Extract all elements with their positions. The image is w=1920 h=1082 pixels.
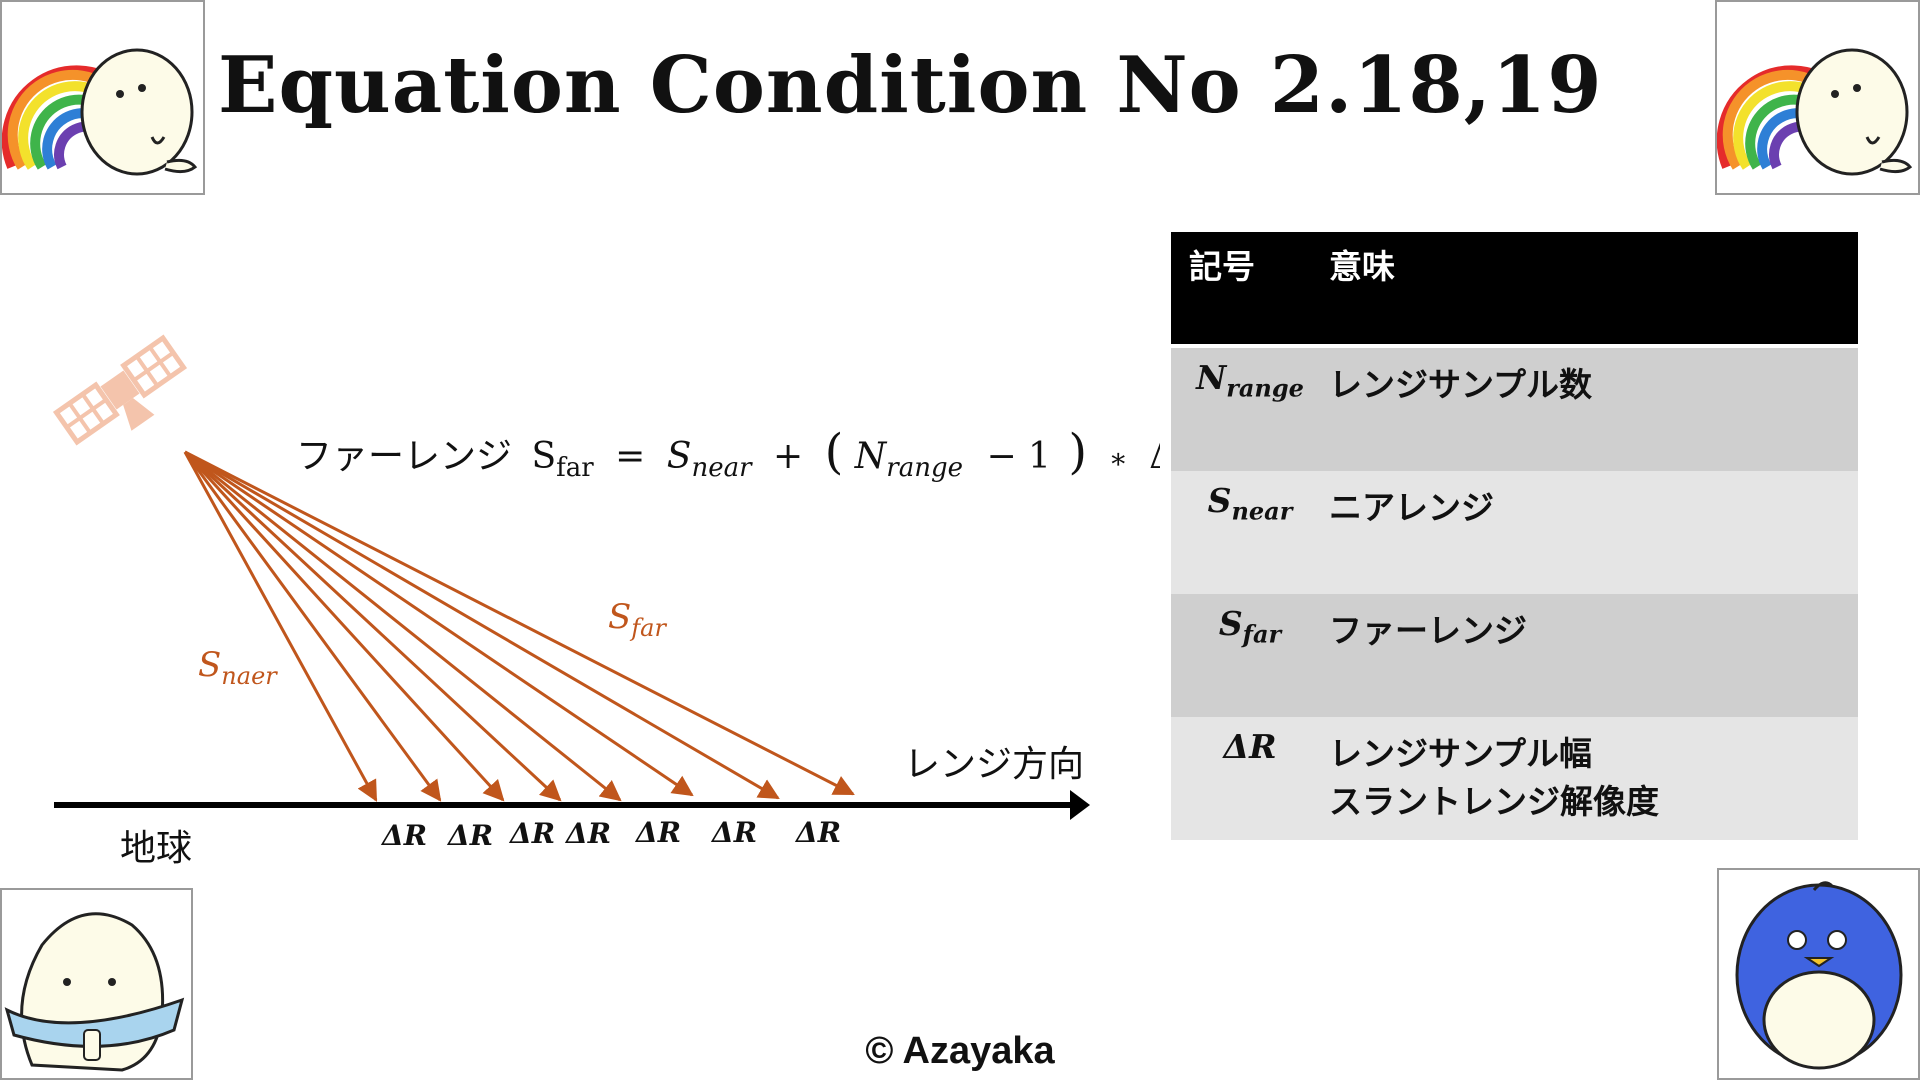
- seal-rainbow-mascot-icon: [1, 48, 198, 176]
- beam-line: [183, 450, 505, 802]
- seal-collar-mascot-icon: [4, 912, 185, 1072]
- page-title: Equation Condition No 2.18,19: [218, 40, 1603, 131]
- seal-rainbow-mascot-icon: [1716, 48, 1913, 176]
- symbol-table: 記号 意味 Nrange レンジサンプル数 Snear ニアレンジ Sfar フ…: [1171, 232, 1858, 840]
- delta-r-label: ΔR: [446, 819, 493, 852]
- delta-r-label: ΔR: [710, 816, 757, 849]
- table-symbol-cell: Nrange: [1196, 358, 1304, 403]
- satellite-icon: [52, 334, 188, 446]
- beam-line: [184, 450, 622, 802]
- beam-line: [183, 450, 562, 802]
- table-meaning-cell: ファーレンジ: [1329, 611, 1527, 650]
- range-diagram: ファーレンジ Sfar = Snear + ( Nrange − 1 ) ∗ Δ…: [52, 334, 1160, 869]
- table-row: Sfar ファーレンジ: [1171, 594, 1858, 717]
- table-symbol-cell: Snear: [1207, 481, 1293, 526]
- table-header-meaning: 意味: [1329, 247, 1395, 286]
- delta-r-label: ΔR: [508, 817, 555, 850]
- table-header-row: 記号 意味: [1171, 232, 1858, 344]
- mascot-top-right-frame: [1715, 0, 1920, 195]
- blue-penguin-mascot-icon: [1735, 881, 1903, 1070]
- beam-line: [183, 451, 442, 802]
- range-axis-arrowhead: [1070, 790, 1090, 820]
- beam-line: [183, 451, 378, 802]
- beam-lines: [183, 450, 855, 802]
- range-direction-label: レンジ方向: [904, 744, 1084, 785]
- table-header-symbol: 記号: [1189, 247, 1255, 286]
- far-range-label: Sfar: [608, 597, 667, 642]
- table-symbol-cell: ΔR: [1223, 727, 1277, 766]
- beam-line: [184, 450, 694, 797]
- table-row: ΔR レンジサンプル幅 スラントレンジ解像度: [1171, 717, 1858, 840]
- beam-line: [184, 450, 855, 796]
- mascot-top-left-frame: [0, 0, 205, 195]
- delta-r-label: ΔR: [634, 816, 681, 849]
- delta-r-label: ΔR: [564, 817, 611, 850]
- equation: ファーレンジ Sfar = Snear + ( Nrange − 1 ) ∗ Δ…: [296, 424, 1160, 485]
- table-meaning-cell: ニアレンジ: [1329, 488, 1494, 527]
- table-meaning-cell: レンジサンプル幅 スラントレンジ解像度: [1329, 734, 1659, 821]
- table-meaning-cell: レンジサンプル数: [1329, 365, 1593, 404]
- delta-r-label: ΔR: [380, 819, 427, 852]
- delta-r-label: ΔR: [794, 816, 841, 849]
- near-range-label: Snaer: [198, 645, 278, 690]
- ground-label: 地球: [120, 828, 192, 869]
- copyright-text: © Azayaka: [865, 1030, 1055, 1072]
- mascot-bottom-right-frame: [1717, 868, 1920, 1080]
- beam-line: [184, 450, 780, 800]
- table-row: Nrange レンジサンプル数: [1171, 348, 1858, 471]
- table-symbol-cell: Sfar: [1218, 604, 1282, 649]
- mascot-bottom-left-frame: [0, 888, 193, 1080]
- equation-label: ファーレンジ: [296, 436, 512, 477]
- table-row: Snear ニアレンジ: [1171, 471, 1858, 594]
